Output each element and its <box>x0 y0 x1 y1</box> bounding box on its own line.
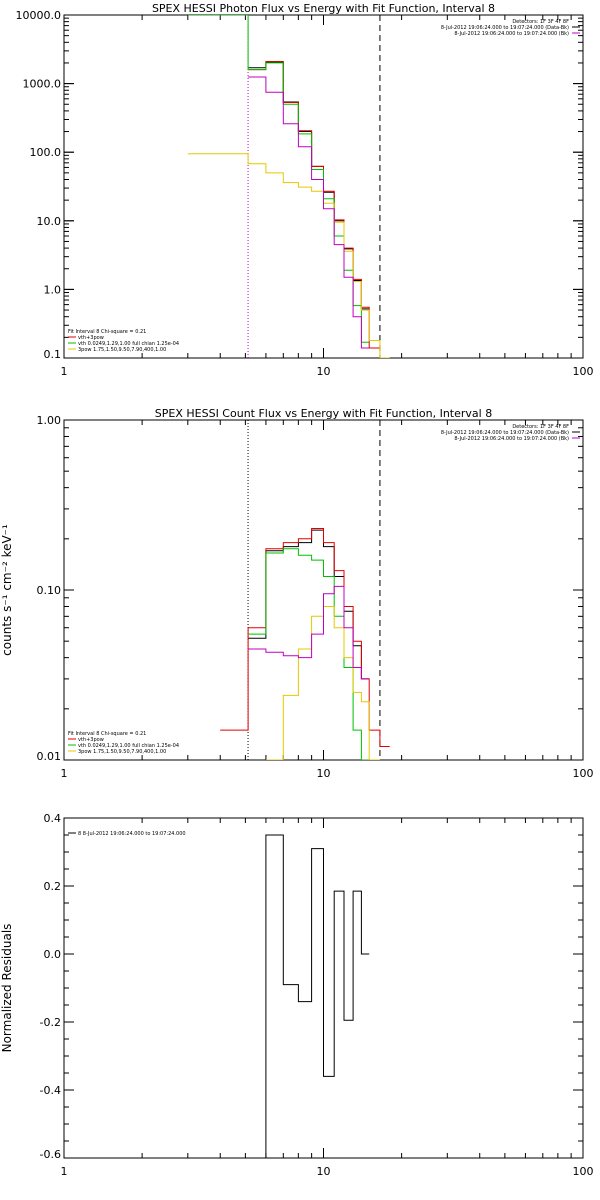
count-ytick-label: 0.01 <box>37 750 62 763</box>
count-series-2-line <box>248 548 370 760</box>
photon-series-4-line <box>248 76 370 349</box>
photon-ytick-label: 10.0 <box>37 215 62 228</box>
count-xtick-label: 100 <box>573 767 594 780</box>
photon-xtick-label: 100 <box>573 365 594 378</box>
resid-ytick-label: 0.4 <box>44 812 62 825</box>
count-series-3-line <box>265 606 380 760</box>
resid-ytick-label: -0.6 <box>40 1148 61 1161</box>
count-legend-bl-text: vth+3pow <box>78 737 104 743</box>
photon-ytick-label: 10000.0 <box>16 9 62 22</box>
photon-ytick-label: 100.0 <box>30 146 62 159</box>
resid-ytick-label: 0.2 <box>44 880 62 893</box>
count-legend-tr-text: 8-Jul-2012 19:06:24.000 to 19:07:24.000 … <box>454 436 569 442</box>
photon-legend-bl-text: vth 0.0249,1.29,1.00 full chian 1.25e-04 <box>78 341 179 347</box>
photon-series-2-line <box>187 15 370 343</box>
photon-legend-bl-text: vth+3pow <box>78 335 104 341</box>
count-legend-bl-text: 3pow 1.75,1.50,9.50,7.90,400,1.00 <box>78 749 166 755</box>
photon-series-0-line <box>248 61 370 310</box>
count-legend-bl-text: Fit Interval 8 Chi-square = 0.21 <box>68 731 146 737</box>
photon-legend-bl-text: 3pow 1.75,1.50,9.50,7.90,400,1.00 <box>78 347 166 353</box>
count-plot-frame <box>63 419 584 761</box>
count-ytick-label: 1.00 <box>37 414 62 427</box>
count-ylabel: counts s⁻¹ cm⁻² keV⁻¹ <box>0 524 14 656</box>
count-xtick-label: 1 <box>61 767 68 780</box>
count-legend-tr-text: Detectors: 1F 3F 4F 8F <box>512 424 569 430</box>
count-ytick-label: 0.10 <box>37 584 62 597</box>
count-series-1-line <box>220 528 390 747</box>
photon-ytick-label: 1000.0 <box>23 78 62 91</box>
photon-chart: SPEX HESSI Photon Flux vs Energy with Fi… <box>16 2 594 378</box>
count-chart: SPEX HESSI Count Flux vs Energy with Fit… <box>0 407 594 780</box>
count-series-group <box>220 528 390 760</box>
resid-ytick-label: 0.0 <box>44 948 62 961</box>
count-legend-tr-text: 8-Jul-2012 19:06:24.000 to 19:07:24.000 … <box>441 430 569 436</box>
count-xtick-label: 10 <box>317 767 331 780</box>
photon-series-1-line <box>248 61 380 349</box>
resid-xtick-label: 100 <box>573 1165 594 1178</box>
photon-xtick-label: 10 <box>317 365 331 378</box>
photon-series-3-line <box>187 153 390 358</box>
count-title: SPEX HESSI Count Flux vs Energy with Fit… <box>155 407 492 420</box>
resid-ylabel: Normalized Residuals <box>0 924 14 1053</box>
count-series-4-line <box>248 585 370 680</box>
resid-legend-tl-text: 8 8-Jul-2012 19:06:24.000 to 19:07:24.00… <box>78 831 186 837</box>
resid-series-group <box>248 834 370 1158</box>
resid-series-0-line <box>248 834 370 1158</box>
photon-legend-tr-text: 8-Jul-2012 19:06:24.000 to 19:07:24.000 … <box>441 25 569 31</box>
count-legend-bl-text: vth 0.0249,1.29,1.00 full chian 1.25e-04 <box>78 743 179 749</box>
resid-xtick-label: 10 <box>317 1165 331 1178</box>
photon-ytick-label: 0.1 <box>44 348 62 361</box>
resid-ytick-label: -0.2 <box>40 1016 61 1029</box>
photon-series-group <box>187 15 390 358</box>
resid-ytick-label: -0.4 <box>40 1084 61 1097</box>
resid-chart: 1 10 100 -0.6 -0.4 -0.2 0.0 0.2 0.4 Normalized Re… <box>0 812 594 1178</box>
photon-ytick-label: 1.0 <box>44 283 62 296</box>
resid-xtick-label: 1 <box>61 1165 68 1178</box>
photon-legend-tr-text: 8-Jul-2012 19:06:24.000 to 19:07:24.000 … <box>454 31 569 37</box>
photon-title: SPEX HESSI Photon Flux vs Energy with Fi… <box>152 2 495 15</box>
photon-xtick-label: 1 <box>61 365 68 378</box>
photon-legend-tr-text: Detectors: 1F 3F 4F 8F <box>512 19 569 25</box>
photon-legend-bl-text: Fit Interval 8 Chi-square = 0.21 <box>68 329 146 335</box>
